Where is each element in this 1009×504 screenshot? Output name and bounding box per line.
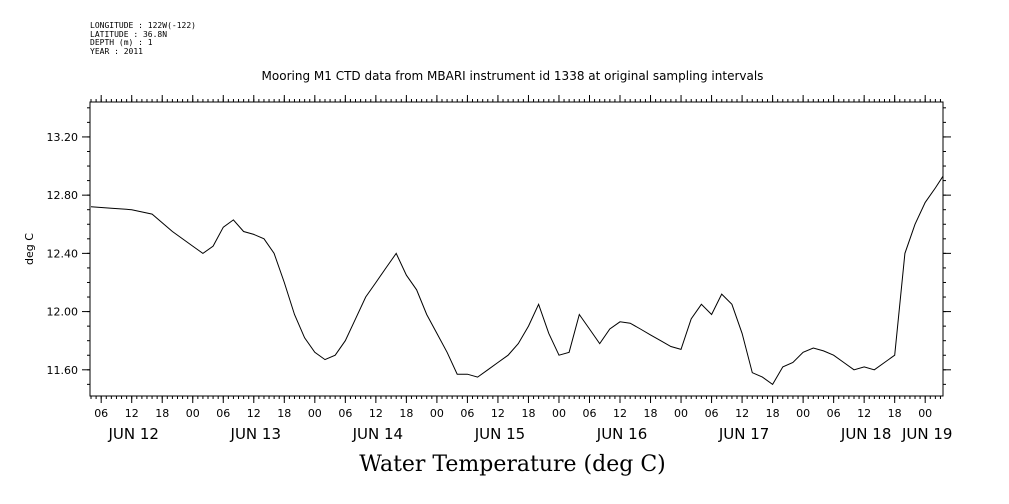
- x-tick-label: 12: [491, 407, 505, 420]
- longitude-label: LONGITUDE : 122W(-122): [90, 21, 196, 30]
- x-tick-label: 00: [186, 407, 200, 420]
- latitude-label: LATITUDE : 36.8N: [90, 29, 168, 39]
- x-tick-label: 00: [430, 407, 444, 420]
- plot-frame: [89, 101, 944, 397]
- x-tick-label: 06: [705, 407, 719, 420]
- x-tick-label: 18: [766, 407, 780, 420]
- x-tick-label: 18: [644, 407, 658, 420]
- x-tick-label: 00: [308, 407, 322, 420]
- x-day-label: JUN 12: [107, 425, 158, 443]
- x-tick-label: 18: [277, 407, 291, 420]
- x-tick-label: 18: [521, 407, 535, 420]
- x-tick-label: 06: [827, 407, 841, 420]
- depth-label: DEPTH (m) : 1: [90, 38, 153, 47]
- year-label: YEAR : 2011: [90, 46, 143, 56]
- y-axis: 11.60 12.00 12.40 12.80 13.20: [47, 131, 951, 377]
- x-day-label: JUN 18: [840, 425, 891, 443]
- x-tick-label: 18: [155, 407, 169, 420]
- x-axis: 06 12 18 00 06 12 18 00 06 12 18 00 06 12 18 00 06 12 18 00…: [94, 95, 952, 443]
- x-day-label: JUN 15: [474, 425, 525, 443]
- x-tick-label: 06: [338, 407, 352, 420]
- y-tick-label: 12.00: [47, 306, 79, 319]
- x-tick-label: 00: [796, 407, 810, 420]
- chart-title: Mooring M1 CTD data from MBARI instrumen…: [261, 69, 764, 83]
- x-tick-label: 12: [369, 407, 383, 420]
- x-tick-label: 06: [94, 407, 108, 420]
- x-tick-label: 12: [857, 407, 871, 420]
- y-tick-label: 13.20: [47, 131, 79, 144]
- x-day-label: JUN 14: [352, 425, 403, 443]
- x-tick-label: 06: [460, 407, 474, 420]
- x-tick-label: 12: [613, 407, 627, 420]
- x-tick-label: 00: [918, 407, 932, 420]
- x-tick-label: 00: [552, 407, 566, 420]
- x-tick-label: 18: [888, 407, 902, 420]
- x-day-label: JUN 17: [718, 425, 769, 443]
- x-day-label: JUN 13: [230, 425, 281, 443]
- series-line-water-temperature: [90, 175, 944, 386]
- y-axis-label: deg C: [23, 233, 36, 265]
- x-tick-label: 06: [582, 407, 596, 420]
- x-day-label: JUN 19: [901, 425, 952, 443]
- metadata-block: LONGITUDE : 122W(-122) LATITUDE : 36.8N …: [90, 21, 196, 56]
- x-tick-label: 12: [735, 407, 749, 420]
- x-axis-label: Water Temperature (deg C): [359, 452, 666, 477]
- x-tick-label: 00: [674, 407, 688, 420]
- x-tick-label: 12: [247, 407, 261, 420]
- x-tick-label: 06: [216, 407, 230, 420]
- x-tick-label: 12: [125, 407, 139, 420]
- x-tick-label: 18: [399, 407, 413, 420]
- y-tick-label: 11.60: [47, 364, 79, 377]
- y-tick-label: 12.80: [47, 189, 79, 202]
- y-tick-label: 12.40: [47, 247, 79, 260]
- x-day-label: JUN 16: [596, 425, 647, 443]
- minor-ticks: [87, 99, 946, 399]
